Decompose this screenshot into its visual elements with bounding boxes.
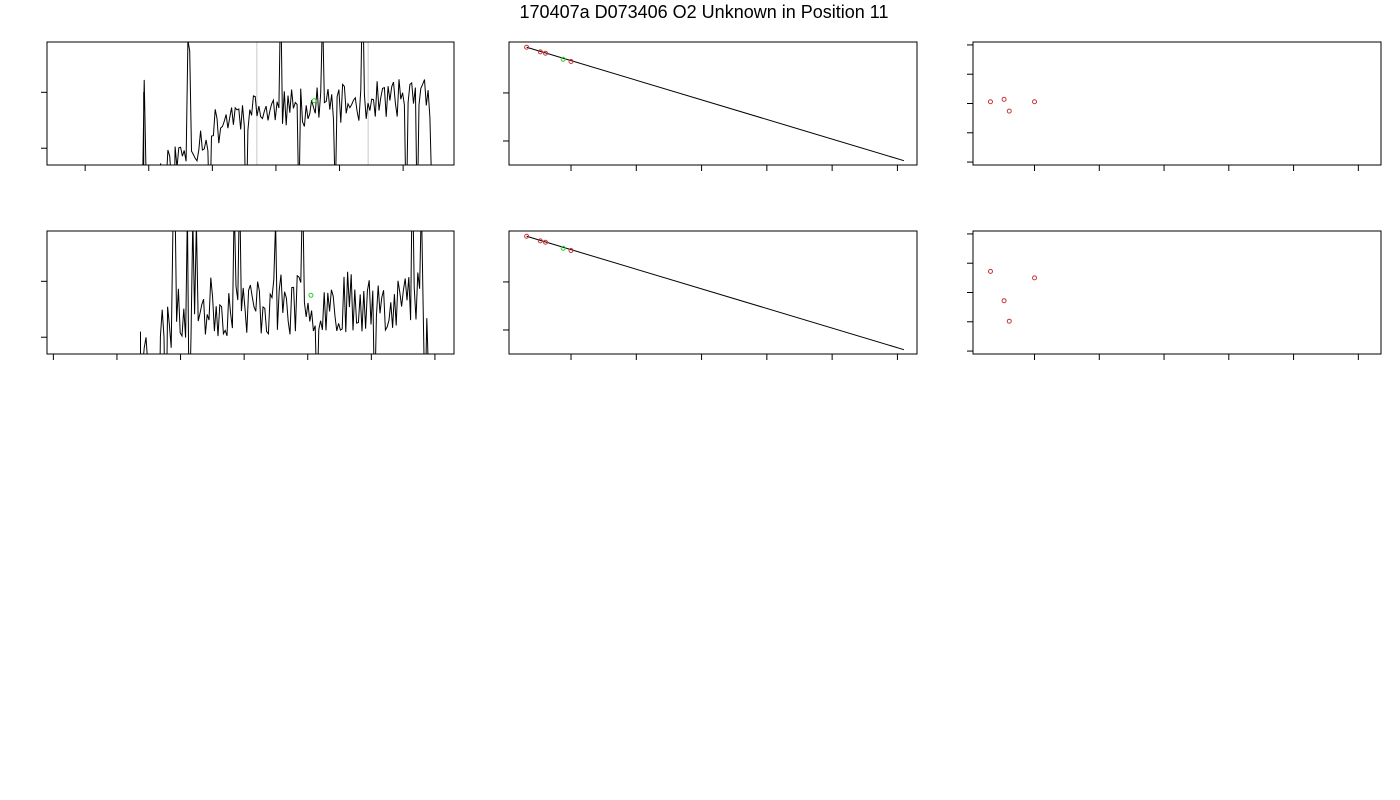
chart-r2-fit-known-point — [568, 247, 574, 253]
chart-r1-resid-known-point — [987, 99, 993, 105]
chart-r1-resid — [967, 41, 1382, 171]
chart-r2-fit — [503, 230, 918, 360]
chart-r1-resid-plot-area — [987, 96, 1038, 114]
chart-r1-time-frame — [46, 41, 455, 166]
chart-r1-fit-plot-area — [524, 44, 905, 162]
chart-r2-fit-known-point — [543, 239, 549, 245]
chart-r1-time-plot-area — [142, 42, 432, 165]
chart-r2-time-data-line — [140, 231, 429, 354]
chart-r1-resid-known-point — [1001, 96, 1007, 102]
chart-r1-time-data-line — [142, 42, 432, 165]
chart-r1-resid-known-point — [1032, 99, 1038, 105]
chart-r2-resid-frame — [972, 230, 1382, 355]
chart-r2-fit-unknown-point — [560, 245, 566, 251]
chart-r2-fit-plot-area — [524, 233, 905, 351]
chart-r1-fit — [503, 41, 918, 171]
chart-r1-time-unknown-point — [311, 98, 317, 104]
chart-r1-fit-known-point — [568, 58, 574, 64]
chart-r2-resid-plot-area — [987, 268, 1038, 324]
chart-r2-time — [41, 230, 455, 360]
chart-r1-fit-unknown-point — [560, 56, 566, 62]
chart-r2-resid-known-point — [987, 268, 993, 274]
chart-r1-fit-known-point — [524, 44, 530, 50]
chart-r1-fit-known-point — [537, 49, 543, 55]
chart-r2-fit-fit-line — [526, 235, 905, 351]
chart-r2-resid-known-point — [1006, 318, 1012, 324]
chart-r1-fit-frame — [508, 41, 918, 166]
chart-r1-resid-frame — [972, 41, 1382, 166]
chart-r2-fit-frame — [508, 230, 918, 355]
chart-r2-time-unknown-point — [308, 292, 314, 298]
chart-r2-resid-known-point — [1032, 275, 1038, 281]
chart-r2-fit-known-point — [524, 233, 530, 239]
chart-r2-time-plot-area — [140, 231, 429, 354]
figure-title: 170407a D073406 O2 Unknown in Position 1… — [520, 2, 889, 22]
chart-r1-fit-fit-line — [526, 46, 905, 162]
chart-r1-time — [41, 41, 455, 171]
chart-r2-fit-known-point — [537, 238, 543, 244]
chart-r2-resid-known-point — [1001, 298, 1007, 304]
chart-r1-resid-known-point — [1006, 108, 1012, 114]
chart-r2-time-frame — [46, 230, 455, 355]
chart-r1-fit-known-point — [543, 50, 549, 56]
chart-r2-resid — [967, 230, 1382, 360]
